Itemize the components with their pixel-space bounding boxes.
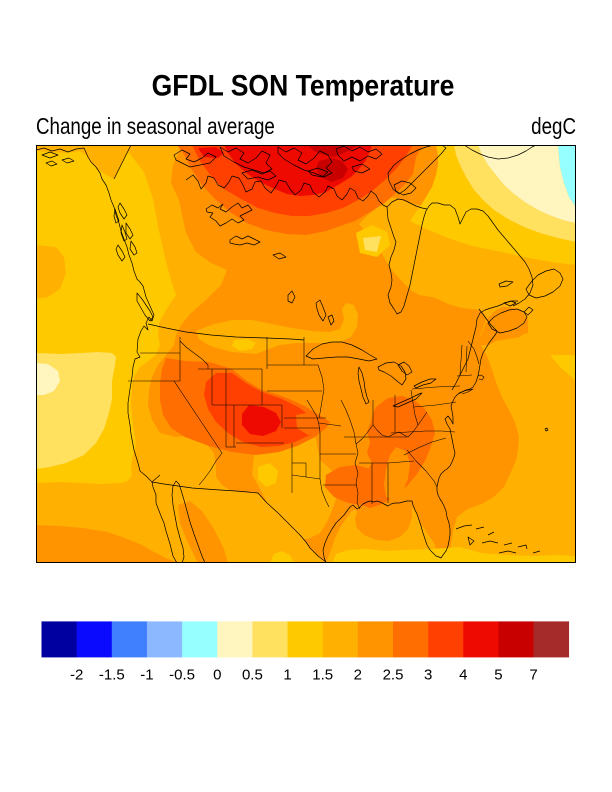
svg-text:GFDL SON Temperature: GFDL SON Temperature	[152, 69, 455, 103]
svg-text:4: 4	[459, 667, 467, 684]
svg-text:7: 7	[529, 667, 537, 684]
svg-text:Change in seasonal average: Change in seasonal average	[36, 114, 275, 139]
svg-text:-0.5: -0.5	[169, 667, 195, 684]
svg-text:3: 3	[424, 667, 432, 684]
svg-text:1: 1	[283, 667, 291, 684]
svg-text:2.5: 2.5	[383, 667, 404, 684]
svg-text:0: 0	[213, 667, 221, 684]
svg-text:-1.5: -1.5	[99, 667, 125, 684]
svg-text:degC: degC	[531, 114, 576, 139]
svg-text:1.5: 1.5	[312, 667, 333, 684]
svg-text:-1: -1	[140, 667, 153, 684]
svg-text:5: 5	[494, 667, 502, 684]
svg-text:0.5: 0.5	[242, 667, 263, 684]
svg-text:-2: -2	[70, 667, 83, 684]
svg-text:2: 2	[354, 667, 362, 684]
